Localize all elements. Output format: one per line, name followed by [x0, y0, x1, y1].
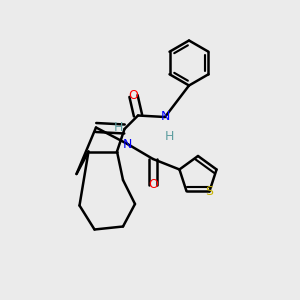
Text: N: N	[123, 137, 132, 151]
Text: N: N	[160, 110, 170, 124]
Text: O: O	[148, 178, 158, 191]
Text: O: O	[129, 89, 138, 103]
Text: S: S	[206, 185, 214, 198]
Text: H: H	[165, 130, 174, 143]
Text: H: H	[114, 121, 123, 134]
